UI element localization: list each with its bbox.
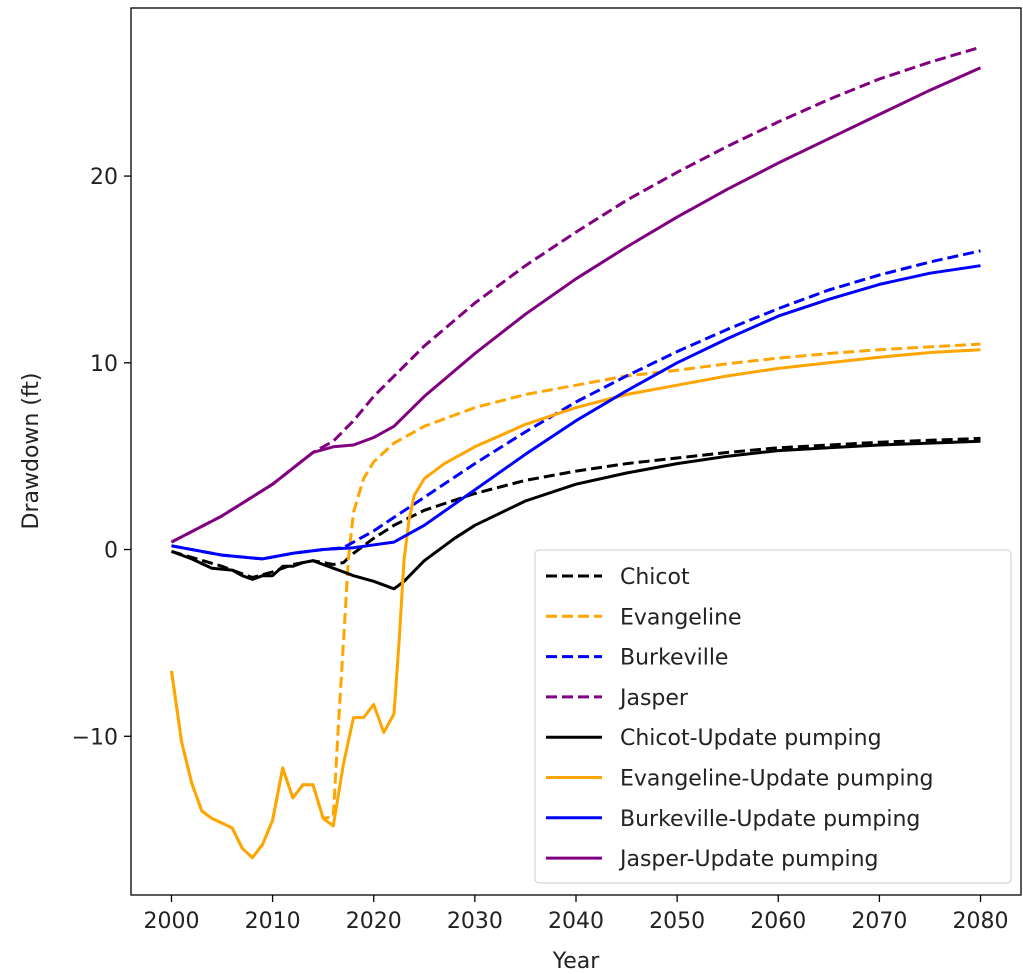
x-tick-label: 2000 [143, 909, 199, 934]
legend-label: Burkeville [620, 646, 728, 671]
y-tick-label: −10 [72, 725, 118, 750]
x-tick-label: 2020 [346, 909, 402, 934]
series-line-evangeline-update-pumping [170, 348, 981, 860]
y-tick-label: 10 [90, 352, 118, 377]
legend-label: Evangeline-Update pumping [620, 767, 933, 792]
y-axis-label: Drawdown (ft) [19, 373, 44, 530]
legend-label: Evangeline [620, 605, 742, 630]
x-tick-label: 2030 [447, 909, 503, 934]
series-line-burkeville-update-pumping [171, 264, 981, 561]
legend-label: Jasper-Update pumping [618, 847, 879, 872]
series-line-chicot-update-pumping [170, 439, 981, 591]
series-line-jasper-update-pumping [170, 66, 982, 544]
x-tick-label: 2080 [953, 909, 1009, 934]
y-tick-label: 0 [104, 539, 118, 564]
x-tick-label: 2070 [851, 909, 907, 934]
legend-label: Chicot [620, 565, 690, 590]
legend-label: Jasper [618, 686, 689, 711]
series-line-burkeville [171, 249, 981, 561]
x-tick-label: 2040 [548, 909, 604, 934]
legend-frame [534, 549, 1012, 884]
x-axis: 2000 2010 2020 2030 2040 2050 2060 2070 2080 [143, 895, 1009, 934]
y-axis: −10 0 10 20 [72, 165, 131, 750]
x-tick-label: 2050 [649, 909, 705, 934]
legend-label: Chicot-Update pumping [620, 726, 882, 751]
legend-label: Burkeville-Update pumping [620, 807, 920, 832]
x-tick-label: 2060 [750, 909, 806, 934]
x-tick-label: 2010 [245, 909, 301, 934]
y-tick-label: 20 [90, 165, 118, 190]
legend: Chicot Evangeline Burkeville Jasper Chicot-U… [534, 549, 1012, 884]
series-layer [170, 45, 982, 860]
x-axis-label: Year [552, 949, 601, 974]
